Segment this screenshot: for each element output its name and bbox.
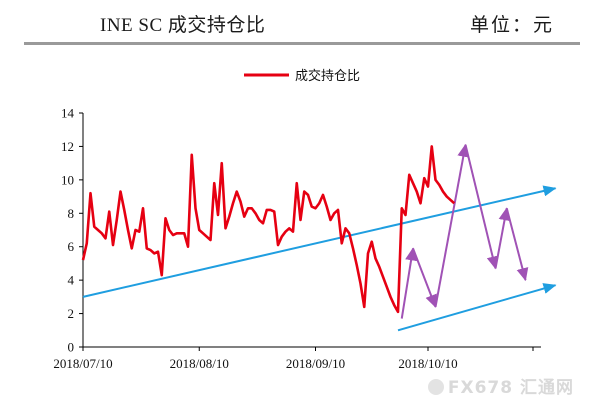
lower-trend bbox=[397, 283, 557, 332]
y-tick-label: 10 bbox=[61, 172, 74, 187]
y-tick-label: 2 bbox=[68, 306, 75, 321]
chart-header: INE SC 成交持仓比 单位：元 bbox=[0, 0, 594, 45]
zigzag-arrow bbox=[400, 247, 418, 319]
zigzag-arrow bbox=[434, 143, 470, 308]
zigzag-arrow bbox=[494, 207, 511, 269]
y-tick-label: 14 bbox=[61, 106, 75, 121]
x-tick-label: 2018/10/10 bbox=[398, 356, 457, 371]
legend: 成交持仓比 bbox=[244, 68, 360, 84]
trend-lines bbox=[82, 185, 557, 332]
y-tick-label: 12 bbox=[61, 139, 74, 154]
axes bbox=[79, 112, 541, 351]
y-tick-label: 0 bbox=[68, 340, 75, 355]
series-layer bbox=[81, 145, 456, 314]
tick-labels: 0 2 4 6 8 10 12 14 2018/07/10 2018/08/10 2018/09/1… bbox=[53, 106, 457, 372]
y-tick-label: 8 bbox=[68, 206, 75, 221]
upper-trend bbox=[82, 185, 557, 298]
zigzag-arrow bbox=[464, 144, 499, 270]
header-divider bbox=[24, 42, 580, 45]
zigzag-arrow bbox=[505, 208, 529, 282]
chart-title: INE SC 成交持仓比 bbox=[100, 15, 266, 36]
watermark-text: FX678 汇通网 bbox=[447, 378, 574, 398]
watermark: FX678 汇通网 bbox=[427, 373, 574, 398]
x-tick-label: 2018/07/10 bbox=[53, 356, 112, 371]
y-tick-label: 4 bbox=[68, 273, 75, 288]
y-tick-label: 6 bbox=[68, 239, 75, 254]
unit-label: 单位：元 bbox=[469, 15, 554, 36]
series-line bbox=[81, 145, 456, 314]
x-tick-label: 2018/09/10 bbox=[286, 356, 345, 371]
zigzag-annotation bbox=[400, 143, 529, 319]
x-tick-label: 2018/08/10 bbox=[170, 356, 229, 371]
watermark-logo-icon bbox=[427, 379, 444, 395]
legend-label: 成交持仓比 bbox=[295, 68, 360, 84]
zigzag-arrow bbox=[412, 248, 437, 308]
